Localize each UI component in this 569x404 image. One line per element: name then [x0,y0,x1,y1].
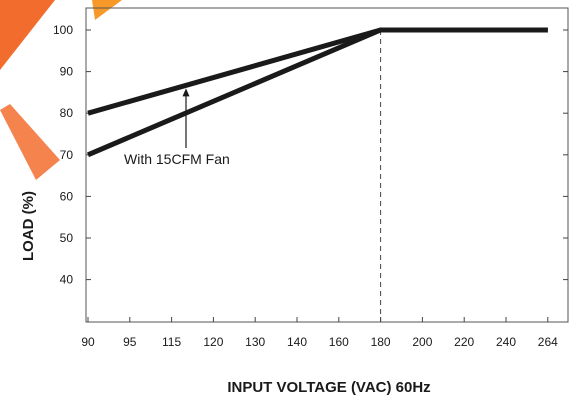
y-axis-title: LOAD (%) [20,191,37,261]
y-tick-labels: 100 90 80 70 60 50 40 [53,23,73,287]
x-tick-labels: 90 95 115 120 130 140 160 180 200 220 240 264 [81,335,558,349]
y-tick-label: 60 [60,189,74,203]
y-tick-label: 50 [60,231,74,245]
x-tick-label: 95 [123,335,137,349]
x-tick-label: 160 [329,335,349,349]
x-tick-label: 120 [203,335,223,349]
tick-marks [86,29,568,322]
x-tick-label: 240 [496,335,516,349]
x-tick-label: 264 [538,335,558,349]
x-tick-label: 180 [371,335,391,349]
plot-frame [85,7,569,323]
annotation-label: With 15CFM Fan [124,151,230,167]
plot-border [85,7,569,323]
x-tick-label: 200 [412,335,432,349]
x-axis-title: INPUT VOLTAGE (VAC) 60Hz [227,379,430,396]
annotation-arrow-head [182,88,190,97]
x-tick-label: 140 [287,335,307,349]
x-tick-label: 220 [454,335,474,349]
y-tick-label: 70 [60,148,74,162]
y-tick-label: 40 [60,273,74,287]
watermark-stripes [0,0,122,180]
x-tick-label: 90 [81,335,95,349]
y-tick-label: 80 [60,106,74,120]
x-tick-label: 115 [162,335,181,349]
y-tick-label: 100 [53,23,73,37]
series-layer [87,27,548,158]
series-line-0 [87,27,548,116]
y-tick-label: 90 [60,65,74,79]
x-tick-label: 130 [245,335,265,349]
annotation-layer: With 15CFM Fan [124,88,230,167]
